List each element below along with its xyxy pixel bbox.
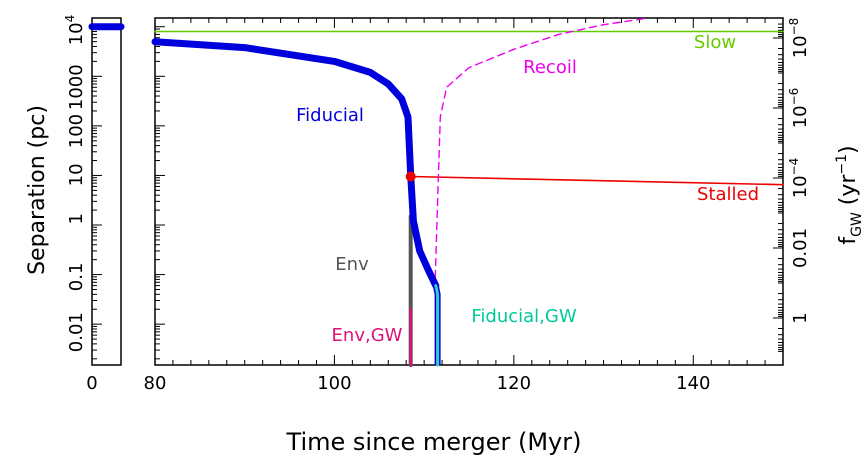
y-tick-label: 1: [66, 213, 87, 224]
x-tick-label: 80: [144, 373, 167, 394]
y-tick-label: 0.01: [66, 312, 87, 352]
y2-axis-title-base: f: [836, 236, 861, 245]
series-annotations: Fiducial Recoil Slow Stalled Env Env,GW Fiduci…: [296, 32, 759, 346]
series-fiducial: [151, 38, 440, 290]
main-panel-frame: [154, 17, 784, 366]
y2-tick-label: 0.01: [790, 228, 811, 268]
series-recoil: [434, 17, 650, 291]
y2-tick-label: 1: [790, 312, 811, 323]
x-axis-title: Time since merger (Myr): [286, 428, 582, 456]
y-tick-label: 10: [66, 163, 87, 186]
y-axis-title: Separation (pc): [25, 105, 50, 275]
axis-ticks: [91, 18, 784, 365]
y2-tick-label-base: 10: [790, 35, 811, 58]
y2-axis-title-exp: −1: [834, 154, 850, 175]
annotation-env-gw: Env,GW: [332, 325, 403, 346]
left-panel-frame: [91, 17, 122, 366]
annotation-stalled: Stalled: [697, 184, 759, 205]
y2-tick-label-base: 10: [790, 105, 811, 128]
y2-tick-label-exp: −4: [787, 158, 801, 176]
y-tick-label: 1000: [66, 64, 87, 110]
x-tick-label: 140: [676, 373, 710, 394]
y-tick-label: 100: [66, 114, 87, 148]
x-tick-label: 120: [497, 373, 531, 394]
y2-tick-label-base: 10: [790, 175, 811, 198]
x-tick-label: 0: [86, 373, 97, 394]
annotation-fiducial-gw: Fiducial,GW: [471, 306, 576, 327]
series-fiducial-gw: [434, 284, 440, 367]
annotation-fiducial: Fiducial: [296, 105, 364, 126]
stalled-marker: [405, 171, 416, 182]
data-series: [88, 17, 784, 367]
y2-tick-label: 10−6: [787, 88, 811, 129]
y-tick-label: 104: [63, 15, 87, 46]
plot-frames: [91, 17, 784, 366]
y2-axis-title-sub: GW: [849, 212, 865, 237]
y2-axis-title: fGW (yr−1): [834, 145, 865, 244]
annotation-env: Env: [335, 254, 369, 275]
y2-tick-label-exp: −6: [787, 88, 801, 106]
y-tick-label: 0.1: [66, 263, 87, 292]
series-stalled: [409, 175, 784, 186]
y-tick-label-exp: 4: [63, 15, 77, 23]
y2-axis-title-rest: (yr: [836, 174, 861, 213]
y2-tick-label-exp: −8: [787, 18, 801, 36]
y2-tick-label: 10−8: [787, 18, 811, 59]
x-tick-label: 100: [317, 373, 351, 394]
y-tick-label-base: 10: [66, 22, 87, 45]
annotation-slow: Slow: [694, 32, 736, 53]
annotation-recoil: Recoil: [523, 57, 577, 78]
y2-axis-title-close: ): [836, 145, 861, 154]
y2-tick-label: 10−4: [787, 158, 811, 199]
